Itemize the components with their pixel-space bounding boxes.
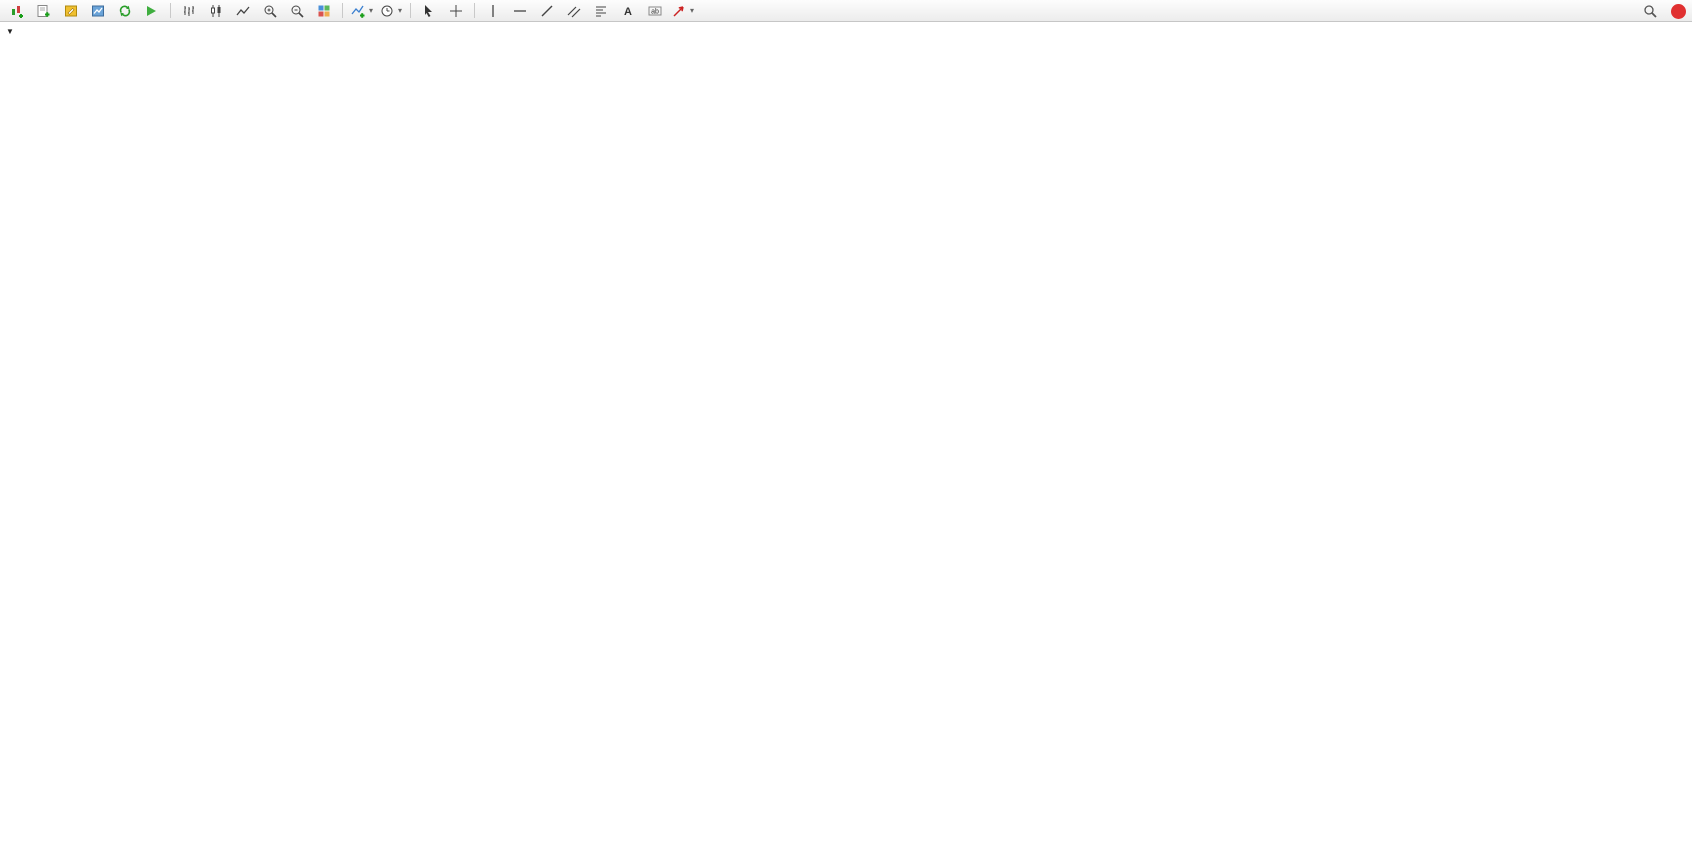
toolbar-separator [170,3,171,18]
arrow-object-icon [673,5,684,17]
new-chart-icon [12,5,23,18]
strategy-tester-button[interactable] [85,1,111,21]
chevron-down-icon: ▾ [369,6,374,15]
svg-text:A: A [624,6,632,18]
refresh-icon [119,5,131,16]
tile-windows-icon [318,5,330,16]
crosshair-icon [450,4,463,17]
text-icon: A [624,6,632,18]
zoom-in-icon [264,5,277,18]
alarm-clock-button[interactable]: ▾ [377,1,405,21]
zoom-out-button[interactable] [284,1,310,21]
fibonacci-button[interactable] [588,1,614,21]
line-chart-button[interactable] [230,1,256,21]
algo-trading-play-icon [147,5,156,16]
new-order-button[interactable] [31,1,57,21]
text-label-button[interactable]: ab [642,1,668,21]
candlestick-chart-icon [211,4,221,17]
alarm-clock-icon [381,5,393,16]
tile-windows-button[interactable] [311,1,337,21]
new-order-icon [37,4,49,17]
bar-chart-button[interactable] [176,1,202,21]
text-label-icon: ab [648,6,662,15]
indicators-button[interactable]: ▾ [348,1,376,21]
zoom-out-icon [291,5,304,18]
horizontal-line-icon [514,9,527,12]
horizontal-line-button[interactable] [507,1,533,21]
fibonacci-icon [596,6,607,16]
toolbar-right-group [1637,0,1686,22]
line-chart-icon [236,6,250,15]
crosshair-button[interactable] [443,1,469,21]
search-icon [1644,5,1657,18]
toolbar-separator [474,3,476,18]
cursor-icon [425,4,433,17]
svg-text:ab: ab [651,8,659,15]
trendline-button[interactable] [534,1,560,21]
candlestick-chart-button[interactable] [203,1,229,21]
metaeditor-button[interactable] [58,1,84,21]
notification-badge[interactable] [1671,3,1686,19]
equidistant-channel-button[interactable] [561,1,587,21]
main-toolbar: ▾ ▾ A ab ▾ [0,0,1692,22]
strategy-tester-icon [92,5,104,16]
chevron-down-icon: ▾ [690,6,695,15]
equidistant-channel-icon [567,6,581,17]
search-button[interactable] [1637,1,1663,21]
chart-ohlc-header: ▼ [6,27,28,36]
text-button[interactable]: A [615,1,641,21]
indicators-icon [351,5,365,18]
collapse-caret-icon[interactable]: ▼ [6,27,14,36]
toolbar-separator [410,3,412,18]
arrow-object-button[interactable]: ▾ [669,1,697,21]
trendline-icon [541,5,553,16]
vertical-line-icon [492,4,494,17]
algo-trading-button[interactable] [139,1,165,21]
new-chart-button[interactable] [4,1,30,21]
zoom-in-button[interactable] [257,1,283,21]
cursor-button[interactable] [416,1,442,21]
toolbar-separator [342,3,343,18]
chevron-down-icon: ▾ [398,6,403,15]
metaeditor-icon [65,5,77,16]
vertical-line-button[interactable] [480,1,506,21]
bar-chart-icon [184,5,194,16]
refresh-button[interactable] [112,1,138,21]
